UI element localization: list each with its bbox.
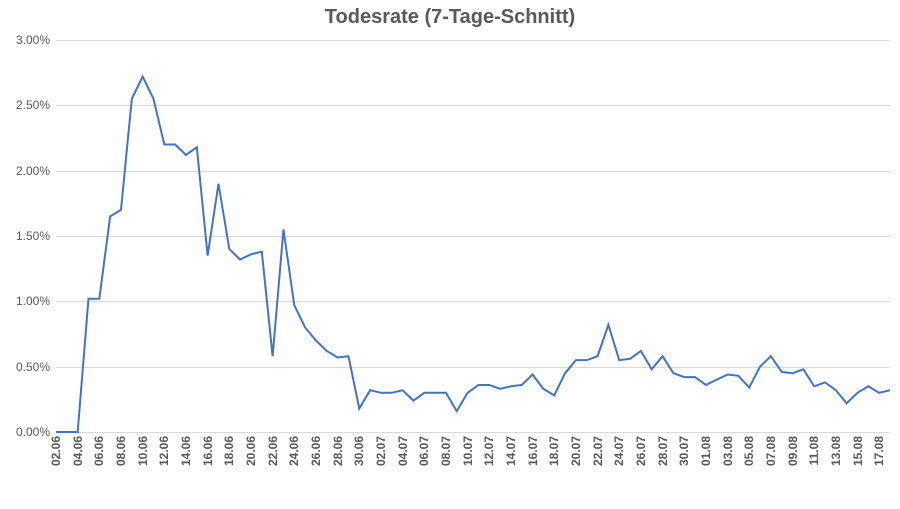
x-tick-label: 16.06 <box>201 436 215 466</box>
x-tick-label: 12.06 <box>157 436 171 466</box>
x-axis-ticks: 02.0604.0606.0608.0610.0612.0614.0616.06… <box>56 432 890 502</box>
x-tick-label: 30.06 <box>352 436 366 466</box>
x-tick-label: 14.07 <box>504 436 518 466</box>
x-tick-label: 02.07 <box>374 436 388 466</box>
y-tick-label: 1.50% <box>16 229 50 243</box>
x-tick-label: 30.07 <box>677 436 691 466</box>
x-tick-label: 20.07 <box>569 436 583 466</box>
x-tick-label: 11.08 <box>807 436 821 465</box>
x-tick-label: 24.07 <box>612 436 626 466</box>
x-tick-label: 22.07 <box>591 436 605 466</box>
x-tick-label: 12.07 <box>482 436 496 466</box>
y-tick-label: 0.50% <box>16 360 50 374</box>
x-tick-label: 10.06 <box>136 436 150 466</box>
x-tick-label: 03.08 <box>721 436 735 466</box>
y-tick-label: 2.50% <box>16 98 50 112</box>
x-tick-label: 04.06 <box>71 436 85 466</box>
x-tick-label: 13.08 <box>829 436 843 466</box>
y-tick-label: 3.00% <box>16 33 50 47</box>
x-tick-label: 09.08 <box>786 436 800 466</box>
x-tick-label: 17.08 <box>872 436 886 466</box>
x-tick-label: 22.06 <box>266 436 280 466</box>
x-tick-label: 28.06 <box>331 436 345 466</box>
chart-container: Todesrate (7-Tage-Schnitt) 0.00%0.50%1.0… <box>0 0 900 509</box>
x-tick-label: 28.07 <box>656 436 670 466</box>
x-tick-label: 18.06 <box>222 436 236 466</box>
x-tick-label: 06.06 <box>92 436 106 466</box>
x-tick-label: 10.07 <box>461 436 475 466</box>
x-tick-label: 26.06 <box>309 436 323 466</box>
x-tick-label: 05.08 <box>742 436 756 466</box>
chart-title: Todesrate (7-Tage-Schnitt) <box>0 6 900 29</box>
x-tick-label: 04.07 <box>396 436 410 466</box>
y-tick-label: 0.00% <box>16 425 50 439</box>
x-tick-label: 14.06 <box>179 436 193 466</box>
x-tick-label: 18.07 <box>547 436 561 466</box>
series-polyline <box>56 77 890 432</box>
x-tick-label: 24.06 <box>287 436 301 466</box>
x-tick-label: 02.06 <box>49 436 63 466</box>
y-tick-label: 1.00% <box>16 294 50 308</box>
x-tick-label: 08.07 <box>439 436 453 466</box>
y-tick-label: 2.00% <box>16 164 50 178</box>
x-tick-label: 01.08 <box>699 436 713 466</box>
x-tick-label: 15.08 <box>851 436 865 466</box>
x-tick-label: 16.07 <box>526 436 540 466</box>
x-tick-label: 07.08 <box>764 436 778 466</box>
plot-area: 0.00%0.50%1.00%1.50%2.00%2.50%3.00% 02.0… <box>56 40 890 432</box>
series-line <box>56 40 890 432</box>
x-tick-label: 06.07 <box>417 436 431 466</box>
x-tick-label: 20.06 <box>244 436 258 466</box>
x-tick-label: 08.06 <box>114 436 128 466</box>
x-tick-label: 26.07 <box>634 436 648 466</box>
